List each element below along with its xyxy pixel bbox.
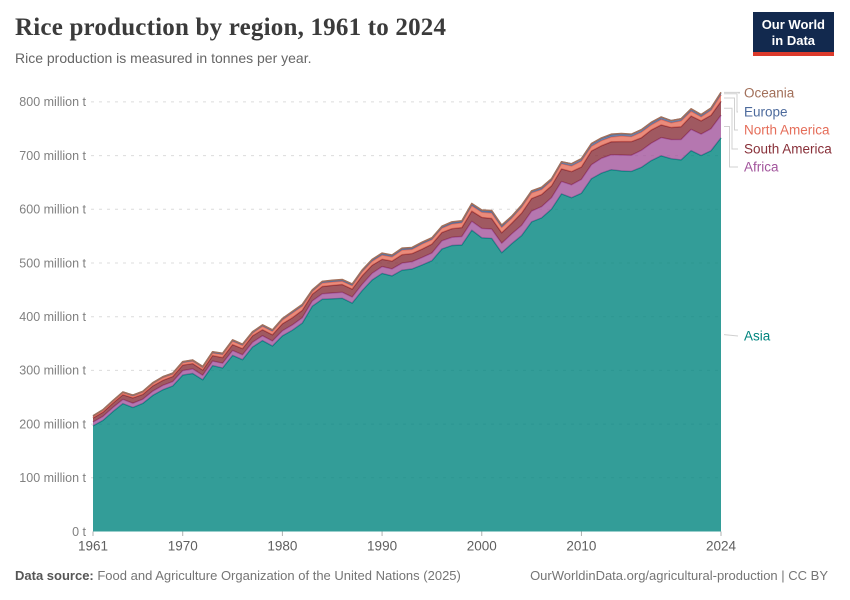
data-source-label: Data source:: [15, 568, 94, 583]
y-tick-label-100: 100 million t: [19, 471, 86, 485]
legend-label-north-america[interactable]: North America: [744, 123, 830, 138]
area-africa[interactable]: [93, 115, 721, 426]
legend-label-oceania[interactable]: Oceania: [744, 86, 795, 101]
y-tick-label-200: 200 million t: [19, 417, 86, 431]
page-title: Rice production by region, 1961 to 2024: [15, 14, 447, 41]
legend-connector-oceania: [724, 91, 740, 94]
y-tick-label-300: 300 million t: [19, 364, 86, 378]
area-outline-oceania: [92, 91, 722, 417]
y-tick-label-600: 600 million t: [19, 203, 86, 217]
owid-logo-line2: in Data: [771, 32, 816, 48]
legend-connector-north-america: [724, 97, 738, 131]
owid-logo[interactable]: Our World in Data: [752, 12, 834, 57]
owid-link[interactable]: OurWorldinData.org/agricultural-producti…: [530, 568, 828, 583]
x-tick-label-2000: 2000: [467, 539, 497, 554]
x-tick-label-1970: 1970: [168, 539, 198, 554]
legend-label-south-america[interactable]: South America: [744, 142, 832, 157]
x-tick-label-1990: 1990: [367, 539, 397, 554]
data-source-text: Food and Agriculture Organization of the…: [93, 568, 461, 583]
legend-connector-africa: [724, 126, 738, 168]
x-tick-label-2024: 2024: [706, 539, 737, 554]
area-asia[interactable]: [93, 137, 721, 532]
chart-subtitle: Rice production is measured in tonnes pe…: [15, 49, 312, 66]
legend-label-africa[interactable]: Africa: [744, 160, 779, 175]
chart-header: Rice production by region, 1961 to 2024 …: [15, 14, 730, 66]
x-tick-label-2010: 2010: [566, 539, 596, 554]
x-tick-label-1961: 1961: [78, 539, 108, 554]
legend-connector-europe: [724, 93, 738, 113]
legend-label-asia[interactable]: Asia: [744, 329, 771, 344]
y-tick-label-800: 800 million t: [19, 95, 86, 109]
legend-connector-asia: [723, 334, 739, 337]
x-tick-label-1980: 1980: [267, 539, 297, 554]
y-tick-label-700: 700 million t: [19, 149, 86, 163]
y-tick-label-0: 0 t: [72, 525, 86, 539]
legend-connector-south-america: [724, 107, 738, 150]
owid-logo-line1: Our World: [761, 17, 825, 32]
chart-footer: Data source: Food and Agriculture Organi…: [15, 568, 828, 583]
area-south-america[interactable]: [93, 101, 721, 423]
y-tick-label-500: 500 million t: [19, 256, 86, 270]
data-source-note: Data source: Food and Agriculture Organi…: [15, 568, 461, 583]
y-tick-label-400: 400 million t: [19, 310, 86, 324]
legend-label-europe[interactable]: Europe: [744, 105, 788, 120]
